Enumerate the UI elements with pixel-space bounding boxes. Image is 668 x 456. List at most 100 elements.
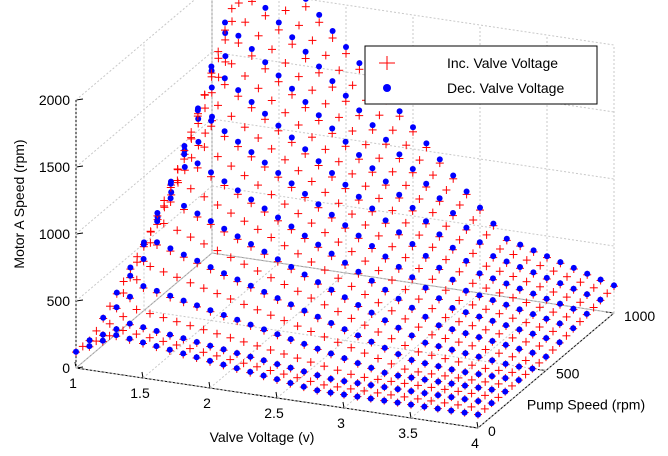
legend: Inc. Valve Voltage Dec. Valve Voltage <box>364 45 598 105</box>
data-point-dec <box>329 125 336 132</box>
data-point-inc <box>454 387 463 396</box>
data-point-dec <box>235 87 242 94</box>
data-point-dec <box>100 314 107 321</box>
data-point-dec <box>140 283 147 290</box>
data-point-dec <box>435 378 442 385</box>
data-point-dec <box>181 143 188 149</box>
data-point-dec <box>288 180 295 187</box>
data-point-inc <box>119 326 127 335</box>
data-point-dec <box>303 0 309 2</box>
data-point-dec <box>369 122 376 129</box>
data-point-dec <box>530 290 537 297</box>
data-point-inc <box>321 145 330 154</box>
data-point-dec <box>489 357 496 364</box>
data-point-inc <box>234 39 243 47</box>
data-point-inc <box>267 273 275 282</box>
data-point-dec <box>502 341 509 348</box>
data-point-dec <box>488 400 495 407</box>
data-point-inc <box>387 390 395 399</box>
data-point-dec <box>113 332 120 339</box>
data-point-inc <box>280 241 289 250</box>
data-point-dec <box>367 395 374 402</box>
data-point-inc <box>308 133 316 142</box>
data-point-inc <box>401 285 410 294</box>
data-point-dec <box>356 152 362 158</box>
data-point-inc <box>401 341 409 350</box>
data-point-dec <box>314 313 321 320</box>
data-point-dec <box>126 320 133 327</box>
data-point-inc <box>227 112 236 121</box>
z-tick-label: 0 <box>62 360 70 376</box>
y-tick-label: 0 <box>488 423 496 439</box>
data-point-inc <box>294 209 303 218</box>
data-point-dec <box>247 368 254 375</box>
data-point-inc <box>440 398 449 407</box>
data-point-dec <box>503 280 510 287</box>
data-point-dec <box>248 149 255 156</box>
data-point-dec <box>167 180 174 187</box>
data-point-inc <box>388 276 396 285</box>
data-point-dec <box>381 369 388 376</box>
data-point-dec <box>408 388 415 395</box>
data-point-inc <box>266 346 275 354</box>
grid-floor-x <box>343 292 481 409</box>
data-point-dec <box>543 274 550 281</box>
data-point-inc <box>481 345 490 354</box>
data-point-inc <box>494 366 503 375</box>
data-point-inc <box>494 393 503 402</box>
data-point-inc <box>228 17 236 26</box>
data-point-dec <box>208 84 215 91</box>
data-point-dec <box>342 138 349 145</box>
data-point-inc <box>279 370 288 379</box>
data-point-inc <box>508 314 517 323</box>
data-point-dec <box>529 330 536 337</box>
data-point-inc <box>442 222 451 231</box>
data-point-dec <box>502 375 509 382</box>
data-point-inc <box>442 255 450 264</box>
data-point-dec <box>113 304 120 311</box>
data-point-dec <box>316 11 323 18</box>
data-point-inc <box>315 68 323 77</box>
data-point-inc <box>563 272 571 281</box>
data-point-dec <box>100 331 106 338</box>
data-point-dec <box>543 295 550 302</box>
data-point-dec <box>194 210 201 217</box>
data-point-inc <box>481 325 490 334</box>
data-point-dec <box>516 326 523 333</box>
data-point-inc <box>522 277 531 286</box>
data-point-dec <box>260 372 267 379</box>
data-point-inc <box>414 323 423 332</box>
z-tick <box>75 232 84 235</box>
data-point-inc <box>280 350 288 358</box>
data-point-dec <box>221 128 228 135</box>
data-point-dec <box>517 241 524 248</box>
data-point-dec <box>154 210 161 216</box>
data-point-inc <box>193 112 202 121</box>
data-point-inc <box>173 226 182 235</box>
data-point-dec <box>368 277 375 284</box>
data-point-dec <box>274 331 281 338</box>
y-tick-label: 500 <box>556 366 580 382</box>
x-tick <box>476 421 479 429</box>
data-point-inc <box>308 36 317 45</box>
data-point-dec <box>247 321 254 328</box>
data-point-inc <box>562 293 571 302</box>
data-point-inc <box>522 318 531 327</box>
data-point-inc <box>119 312 128 321</box>
data-point-inc <box>254 134 263 142</box>
data-point-inc <box>508 333 517 342</box>
data-point-inc <box>294 166 303 175</box>
data-point-inc <box>266 311 275 320</box>
data-point-dec <box>153 287 160 294</box>
data-point-inc <box>234 92 243 101</box>
data-point-dec <box>154 218 161 225</box>
data-point-inc <box>254 31 263 40</box>
data-point-dec <box>140 339 146 346</box>
data-point-dec <box>584 291 590 298</box>
data-point-inc <box>226 295 235 303</box>
legend-marker-dot <box>383 84 391 92</box>
data-point-dec <box>180 297 187 304</box>
data-point-inc <box>320 300 329 309</box>
data-point-inc <box>334 274 343 283</box>
